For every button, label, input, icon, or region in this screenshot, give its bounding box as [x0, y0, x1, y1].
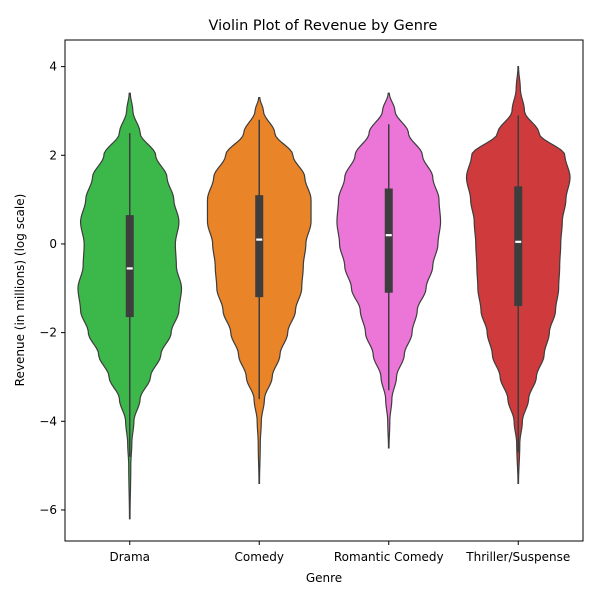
- median-marker: [385, 234, 392, 237]
- y-tick-label: 0: [49, 237, 57, 251]
- iqr-box: [514, 186, 523, 307]
- iqr-box: [255, 195, 264, 298]
- y-tick-label: −4: [39, 414, 57, 428]
- y-tick-label: 2: [49, 148, 57, 162]
- iqr-box: [125, 215, 134, 318]
- x-tick-label: Drama: [109, 550, 150, 564]
- plot-area: [77, 66, 571, 520]
- y-tick-label: −2: [39, 326, 57, 340]
- x-tick-label: Comedy: [234, 550, 284, 564]
- y-tick-label: −6: [39, 503, 57, 517]
- plot-frame: [64, 39, 584, 542]
- x-tick-label: Romantic Comedy: [334, 550, 444, 564]
- chart-title: Violin Plot of Revenue by Genre: [209, 18, 438, 34]
- median-marker: [256, 238, 263, 241]
- y-axis-label: Revenue (in millions) (log scale): [13, 194, 27, 387]
- iqr-box: [384, 188, 393, 293]
- median-marker: [126, 267, 133, 270]
- x-axis-label: Genre: [306, 571, 342, 585]
- y-axis: −6 −4 −2 0 2 4: [39, 60, 65, 517]
- median-marker: [515, 240, 522, 243]
- x-axis: Drama Comedy Romantic Comedy Thriller/Suspe…: [109, 541, 570, 564]
- x-tick-label: Thriller/Suspense: [465, 550, 570, 564]
- y-tick-label: 4: [49, 60, 57, 74]
